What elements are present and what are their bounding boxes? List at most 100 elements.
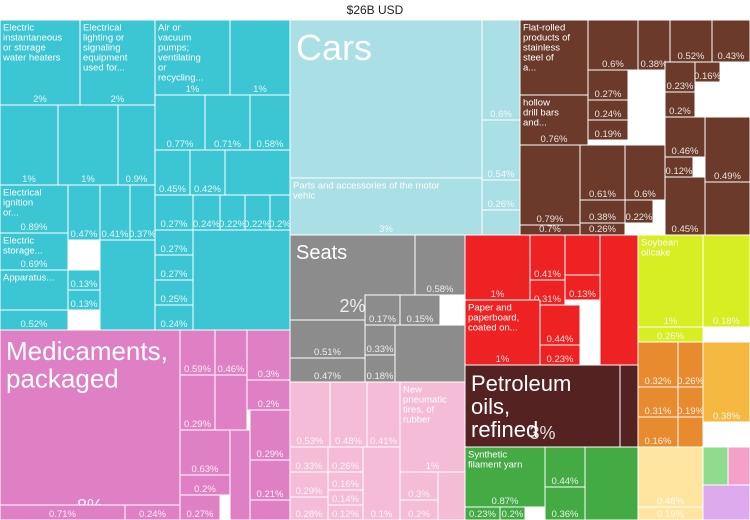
tile: 0.22% xyxy=(219,194,247,231)
tile-rect xyxy=(599,234,639,366)
tile-percent: 0.41% xyxy=(370,436,397,447)
tile-percent: 0.13% xyxy=(71,299,98,310)
tile-percent: 1% xyxy=(22,174,36,185)
tile: 0.33% xyxy=(364,324,396,356)
tile-rect xyxy=(179,494,221,520)
tile: 0.71% xyxy=(204,94,251,151)
tile-rect xyxy=(249,499,291,520)
tile: 0.17% xyxy=(364,294,401,326)
tile-label: Flat-rolled products of stainless steel of a… xyxy=(523,23,570,74)
tile: 0.23% xyxy=(539,344,581,366)
tile-percent: 2% xyxy=(33,94,47,105)
tile-rect xyxy=(584,446,639,520)
tile-percent: 0.26% xyxy=(657,331,684,342)
tile: 0.29% xyxy=(249,409,291,461)
tile-label: Electric storage... xyxy=(3,236,43,257)
tile: 0.26% xyxy=(327,446,364,473)
tile-rect xyxy=(664,91,696,118)
tile-percent: 0.16% xyxy=(332,479,359,490)
tile-percent: 0.47% xyxy=(314,371,341,382)
tile: 0.52% xyxy=(0,309,69,331)
tile-rect xyxy=(702,341,750,423)
tile-percent: 0.59% xyxy=(184,364,211,375)
tile xyxy=(99,239,156,331)
tile-percent: 0.69% xyxy=(21,259,48,270)
tile-percent: 0.18% xyxy=(713,316,740,327)
tile: 1% xyxy=(0,104,59,186)
tile-rect xyxy=(399,294,441,326)
tile-percent: 0.2% xyxy=(258,399,280,410)
tile: 0.19% xyxy=(637,506,704,520)
tile-percent: 0.23% xyxy=(547,354,574,365)
tile-percent: 0.38% xyxy=(589,212,616,223)
tile: 0.44% xyxy=(539,304,581,346)
tile: 0.71% xyxy=(0,504,126,520)
tile xyxy=(677,416,704,448)
tile: 0.6% xyxy=(587,20,639,71)
tile-percent: 0.17% xyxy=(369,314,396,325)
tile: Electrical lighting or signaling equipment u… xyxy=(79,20,156,106)
tile-percent: 0.24% xyxy=(193,219,220,230)
tile-percent: 0.13% xyxy=(569,289,596,300)
tile: 0.48% xyxy=(329,381,368,448)
tile-rect xyxy=(704,181,750,236)
tile: 0.26% xyxy=(579,222,626,236)
tile-rect xyxy=(727,446,750,486)
tile: 0.19% xyxy=(587,119,629,141)
tile-rect xyxy=(289,177,483,236)
tile-percent: 1% xyxy=(491,289,505,300)
tile-rect xyxy=(117,104,156,186)
tile-rect xyxy=(702,446,729,486)
tile: 0.38% xyxy=(702,341,750,423)
tile: 0.16% xyxy=(637,416,679,448)
tile: 0.18% xyxy=(364,354,396,383)
tile-percent: 0.15% xyxy=(407,314,434,325)
tile-percent: 0.22% xyxy=(244,219,271,230)
tile-percent: 1% xyxy=(186,84,200,95)
tile-rect xyxy=(637,446,704,508)
tile: 0.47% xyxy=(67,184,101,241)
tile-rect xyxy=(99,184,131,241)
tile-percent: 0.63% xyxy=(192,464,219,475)
tile-percent: 0.3% xyxy=(258,369,280,380)
tile xyxy=(214,374,248,431)
tile-percent: 0.44% xyxy=(552,476,579,487)
tile-rect xyxy=(79,20,156,106)
tile-rect xyxy=(289,446,329,473)
tile: 0.24% xyxy=(154,304,194,331)
tile: 0.23% xyxy=(464,506,501,520)
tile-percent: 3% xyxy=(379,224,393,235)
tile: 1% xyxy=(464,234,531,301)
tile: 0.54% xyxy=(481,119,521,181)
tile-percent: 0.14% xyxy=(332,494,359,505)
tile-rect xyxy=(664,176,706,236)
tile-rect xyxy=(437,471,466,520)
tile: 0.6% xyxy=(481,20,521,121)
tile: 0.13% xyxy=(564,274,601,301)
tile: 0.58% xyxy=(414,234,466,296)
tile-percent: 0.27% xyxy=(161,269,188,280)
tile-percent: 0.1% xyxy=(371,509,393,520)
tile: 0.77% xyxy=(154,94,206,151)
tile-rect xyxy=(289,319,366,359)
tile-percent: 0.27% xyxy=(595,89,622,100)
tile-percent: 0.18% xyxy=(367,371,394,382)
tile-percent: 0.41% xyxy=(534,269,561,280)
tile-rect xyxy=(481,209,521,236)
tile-label: Petroleum oils, refined xyxy=(471,371,571,442)
tile-percent: 0.52% xyxy=(21,319,48,330)
tile-percent: 1% xyxy=(664,316,678,327)
tile: 0.41% xyxy=(99,184,131,241)
tile: 0.45% xyxy=(664,176,706,236)
tile: 0.49% xyxy=(704,116,750,183)
tile: 0.26% xyxy=(481,179,521,211)
tile-rect xyxy=(399,471,439,501)
tile-rect xyxy=(464,234,531,301)
tile: 0.6% xyxy=(624,144,666,201)
tile-rect xyxy=(694,61,721,83)
tile-percent: 1% xyxy=(253,84,267,95)
tile-percent: 0.2% xyxy=(269,219,291,230)
tile-rect xyxy=(711,20,750,63)
tile xyxy=(229,429,251,520)
tile-percent: 0.27% xyxy=(187,509,214,520)
